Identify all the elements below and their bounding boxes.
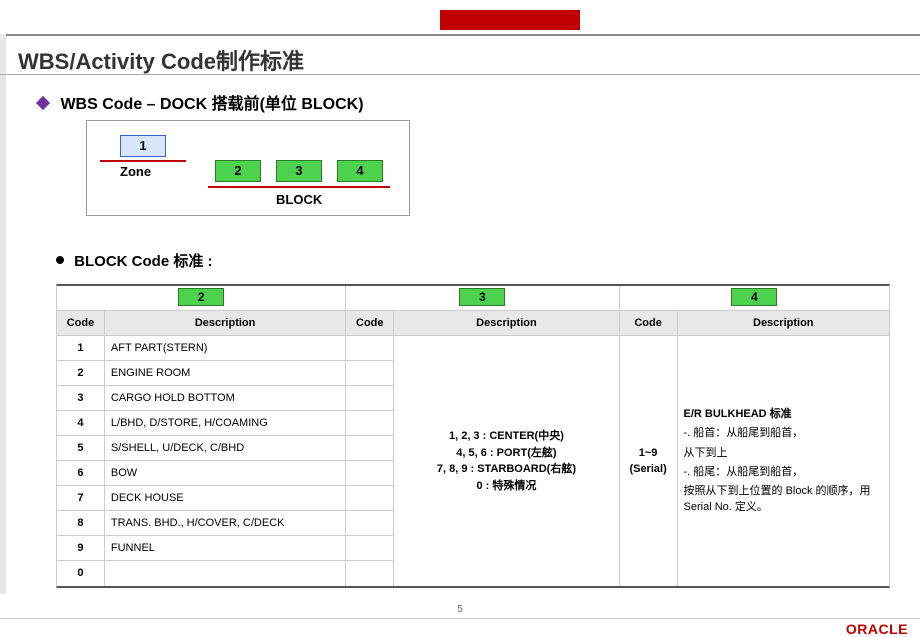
left-gray-stripe xyxy=(0,34,6,594)
s2-code-3 xyxy=(346,411,393,436)
section1-code-col: 1 2 3 4 5 6 7 8 9 0 xyxy=(57,336,105,586)
s1-code-6: 7 xyxy=(57,486,104,511)
table-header-row: Code Description Code Description Code D… xyxy=(56,310,890,336)
s2-desc-line-1: 4, 5, 6 : PORT(左舷) xyxy=(400,445,612,462)
footer-rule xyxy=(0,618,920,619)
block-box-2: 2 xyxy=(215,160,261,182)
bullet-dot-icon xyxy=(56,256,64,264)
s2-code-6 xyxy=(346,486,393,511)
title-top-rule xyxy=(0,34,920,36)
s2-code-2 xyxy=(346,386,393,411)
green-header-label-4: 4 xyxy=(731,288,777,306)
s1-code-1: 2 xyxy=(57,361,104,386)
s1-desc-7: TRANS. BHD., H/COVER, C/DECK xyxy=(105,511,345,536)
section3-description: E/R BULKHEAD 标准 -. 船首：从船尾到船首， 从下到上 -. 船尾… xyxy=(678,336,889,586)
zone-underline xyxy=(100,160,186,162)
sub-heading-text: WBS Code – DOCK 搭载前(单位 BLOCK) xyxy=(60,96,363,113)
s3-desc-line-2: 从下到上 xyxy=(684,446,883,461)
col-header-code-1: Code xyxy=(57,311,105,335)
col-header-code-3: Code xyxy=(620,311,678,335)
section3-code: 1~9 (Serial) xyxy=(620,336,677,586)
s1-code-7: 8 xyxy=(57,511,104,536)
s3-desc-line-3: -. 船尾：从船尾到船首， xyxy=(684,465,883,480)
s2-desc-line-2: 7, 8, 9 : STARBOARD(右舷) xyxy=(400,461,612,478)
section3-code-col: 1~9 (Serial) xyxy=(620,336,678,586)
s1-desc-3: L/BHD, D/STORE, H/COAMING xyxy=(105,411,345,436)
s1-desc-1: ENGINE ROOM xyxy=(105,361,345,386)
diamond-bullet-icon xyxy=(36,96,50,110)
page-number: 5 xyxy=(457,604,463,615)
block-box-4: 4 xyxy=(337,160,383,182)
block-code-heading: BLOCK Code 标准 : xyxy=(56,250,213,271)
green-header-cell-2: 2 xyxy=(57,286,346,310)
zone-label: Zone xyxy=(120,164,151,179)
s3-code-line-0: 1~9 xyxy=(626,445,671,462)
s2-code-1 xyxy=(346,361,393,386)
page-title: WBS/Activity Code制作标准 xyxy=(18,44,304,76)
s2-desc-line-3: 0 : 特殊情况 xyxy=(400,478,612,495)
s1-code-3: 4 xyxy=(57,411,104,436)
section1-desc-col: AFT PART(STERN) ENGINE ROOM CARGO HOLD B… xyxy=(105,336,346,586)
s3-desc-line-0: E/R BULKHEAD 标准 xyxy=(684,407,883,422)
block-code-table: 2 3 4 Code Description Code Description … xyxy=(56,284,890,588)
s2-code-9 xyxy=(346,561,393,586)
s1-desc-2: CARGO HOLD BOTTOM xyxy=(105,386,345,411)
col-header-desc-3: Description xyxy=(678,311,889,335)
block-label: BLOCK xyxy=(276,192,322,207)
s1-code-4: 5 xyxy=(57,436,104,461)
title-underline xyxy=(0,74,920,75)
section2-description: 1, 2, 3 : CENTER(中央) 4, 5, 6 : PORT(左舷) … xyxy=(394,336,618,586)
s1-desc-8: FUNNEL xyxy=(105,536,345,561)
col-header-code-2: Code xyxy=(346,311,394,335)
block-code-heading-text: BLOCK Code 标准 : xyxy=(74,253,212,270)
zone-number-box: 1 xyxy=(120,135,166,157)
section2-desc-col: 1, 2, 3 : CENTER(中央) 4, 5, 6 : PORT(左舷) … xyxy=(394,336,619,586)
top-accent-bar xyxy=(440,10,580,30)
s2-code-0 xyxy=(346,336,393,361)
s3-desc-line-4: 按照从下到上位置的 Block 的顺序，用 Serial No. 定义。 xyxy=(684,484,883,515)
s1-code-5: 6 xyxy=(57,461,104,486)
s2-desc-line-0: 1, 2, 3 : CENTER(中央) xyxy=(400,428,612,445)
s3-desc-line-1: -. 船首：从船尾到船首， xyxy=(684,426,883,441)
s2-code-4 xyxy=(346,436,393,461)
s1-code-2: 3 xyxy=(57,386,104,411)
section3-desc-col: E/R BULKHEAD 标准 -. 船首：从船尾到船首， 从下到上 -. 船尾… xyxy=(678,336,889,586)
s2-code-8 xyxy=(346,536,393,561)
block-box-3: 3 xyxy=(276,160,322,182)
table-body: 1 2 3 4 5 6 7 8 9 0 AFT PART(STERN) ENGI… xyxy=(56,336,890,588)
s1-desc-9 xyxy=(105,561,345,586)
table-green-header-row: 2 3 4 xyxy=(56,284,890,310)
sub-heading: WBS Code – DOCK 搭载前(单位 BLOCK) xyxy=(38,90,364,114)
s1-desc-6: DECK HOUSE xyxy=(105,486,345,511)
green-header-label-2: 2 xyxy=(178,288,224,306)
s1-code-9: 0 xyxy=(57,561,104,586)
s2-code-5 xyxy=(346,461,393,486)
s3-code-line-1: (Serial) xyxy=(626,461,671,478)
s1-code-8: 9 xyxy=(57,536,104,561)
green-header-label-3: 3 xyxy=(459,288,505,306)
green-header-cell-4: 4 xyxy=(620,286,889,310)
s1-desc-0: AFT PART(STERN) xyxy=(105,336,345,361)
block-underline xyxy=(208,186,390,188)
section2-code-col xyxy=(346,336,394,586)
col-header-desc-1: Description xyxy=(105,311,346,335)
s2-code-7 xyxy=(346,511,393,536)
s1-code-0: 1 xyxy=(57,336,104,361)
green-header-cell-3: 3 xyxy=(346,286,619,310)
oracle-logo: ORACLE xyxy=(846,621,908,637)
col-header-desc-2: Description xyxy=(394,311,619,335)
s1-desc-4: S/SHELL, U/DECK, C/BHD xyxy=(105,436,345,461)
s1-desc-5: BOW xyxy=(105,461,345,486)
